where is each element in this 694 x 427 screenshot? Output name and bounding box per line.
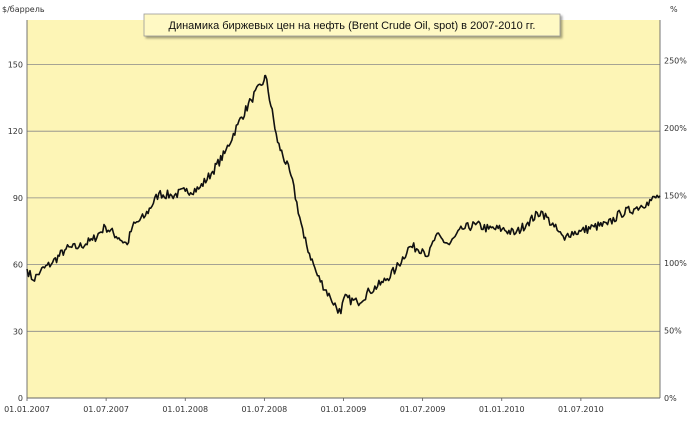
y-left-tick-150: 150 (8, 60, 23, 69)
x-tick-1: 01.07.2007 (83, 405, 129, 414)
x-tick-0: 01.01.2007 (4, 405, 50, 414)
y-right-tick-250: 250% (664, 57, 687, 66)
y-left-tick-120: 120 (8, 127, 23, 136)
x-tick-3: 01.07.2008 (241, 405, 287, 414)
y-axis-left-label: $/баррель (2, 5, 45, 14)
plot-area (27, 20, 660, 398)
y-left-tick-90: 90 (13, 194, 23, 203)
x-tick-6: 01.01.2010 (479, 405, 525, 414)
gridlines (27, 64, 660, 332)
x-tick-7: 01.07.2010 (558, 405, 604, 414)
tick-labels: 0 30 60 90 120 150 0% 50% 100% 150% 200% 250% 01.01.… (4, 57, 687, 415)
y-right-tick-200: 200% (664, 124, 687, 133)
x-tick-2: 01.01.2008 (162, 405, 208, 414)
chart-title-box: Динамика биржевых цен на нефть (Brent Cr… (143, 13, 561, 37)
y-axis-right-label: % (670, 5, 678, 14)
y-right-tick-150: 150% (664, 192, 687, 201)
axes (26, 20, 661, 401)
y-right-tick-50: 50% (664, 327, 682, 336)
x-tick-5: 01.07.2009 (400, 405, 446, 414)
chart-title: Динамика биржевых цен на нефть (Brent Cr… (169, 20, 536, 32)
y-right-tick-0: 0% (664, 394, 677, 403)
y-left-tick-30: 30 (13, 327, 23, 336)
y-left-tick-0: 0 (18, 394, 23, 403)
chart-title-background (143, 13, 561, 37)
y-left-tick-60: 60 (13, 261, 23, 270)
y-right-tick-100: 100% (664, 259, 687, 268)
x-tick-4: 01.01.2009 (321, 405, 367, 414)
series-line-brent (26, 74, 661, 315)
